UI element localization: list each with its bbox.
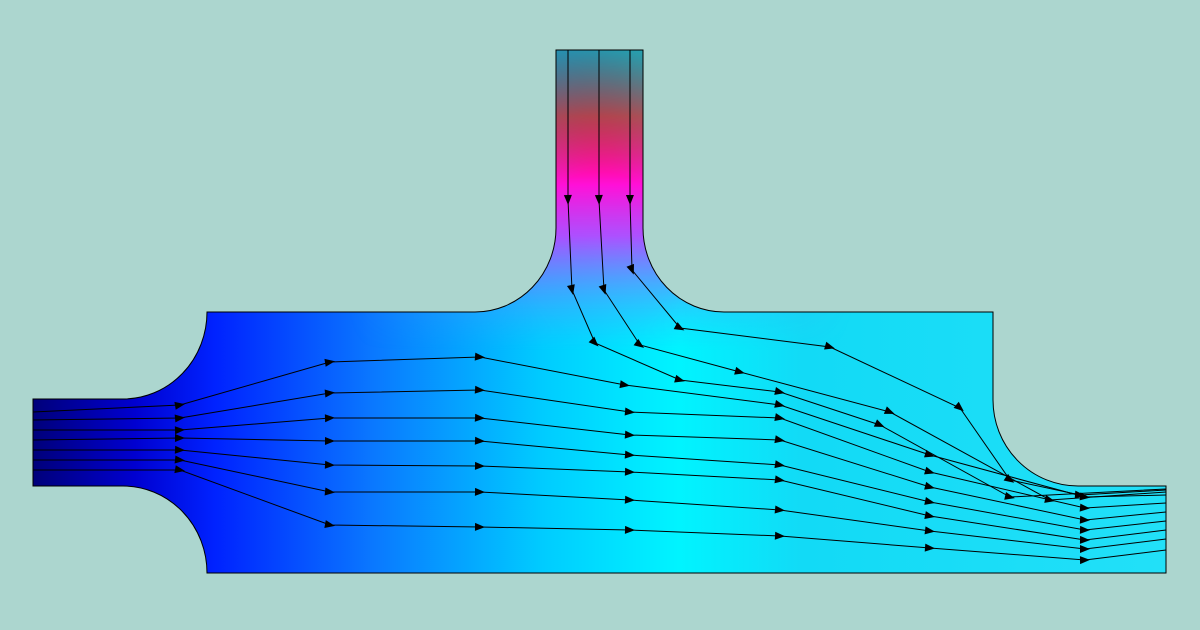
streamline <box>625 50 1167 499</box>
streamline <box>33 465 1167 565</box>
streamlines <box>32 50 1167 565</box>
